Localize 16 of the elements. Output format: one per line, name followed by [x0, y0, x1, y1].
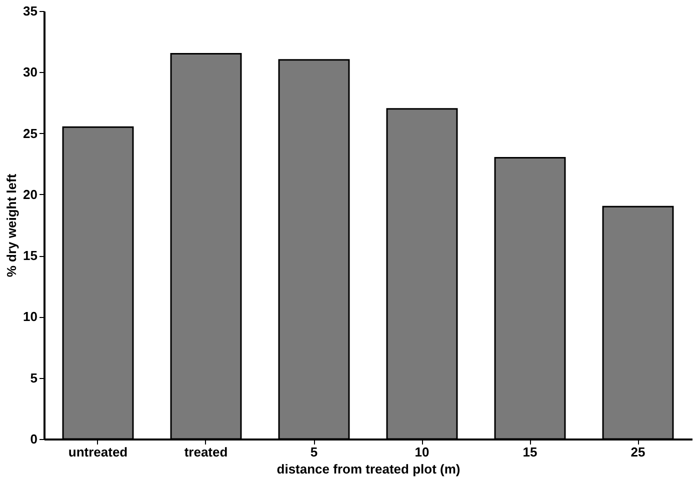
- x-tick-label: 10: [414, 444, 430, 460]
- y-tick-label: 35: [23, 4, 38, 18]
- x-tick-label: 25: [630, 444, 646, 460]
- x-tick-label: treated: [184, 444, 228, 460]
- y-tick-label: 10: [23, 309, 38, 324]
- y-tick-label: 0: [30, 432, 38, 446]
- y-tick-label: 25: [23, 126, 38, 141]
- x-tick-label: 5: [310, 444, 318, 460]
- x-tick-label: 15: [522, 444, 538, 460]
- x-tick-label: untreated: [68, 444, 128, 460]
- y-tick-label: 20: [23, 186, 38, 202]
- y-tick-label: 5: [30, 370, 38, 386]
- y-tick-label: 30: [23, 64, 38, 80]
- x-axis-title: distance from treated plot (m): [276, 462, 460, 476]
- y-axis-title: % dry weight left: [4, 173, 20, 278]
- y-tick-label: 15: [23, 248, 38, 264]
